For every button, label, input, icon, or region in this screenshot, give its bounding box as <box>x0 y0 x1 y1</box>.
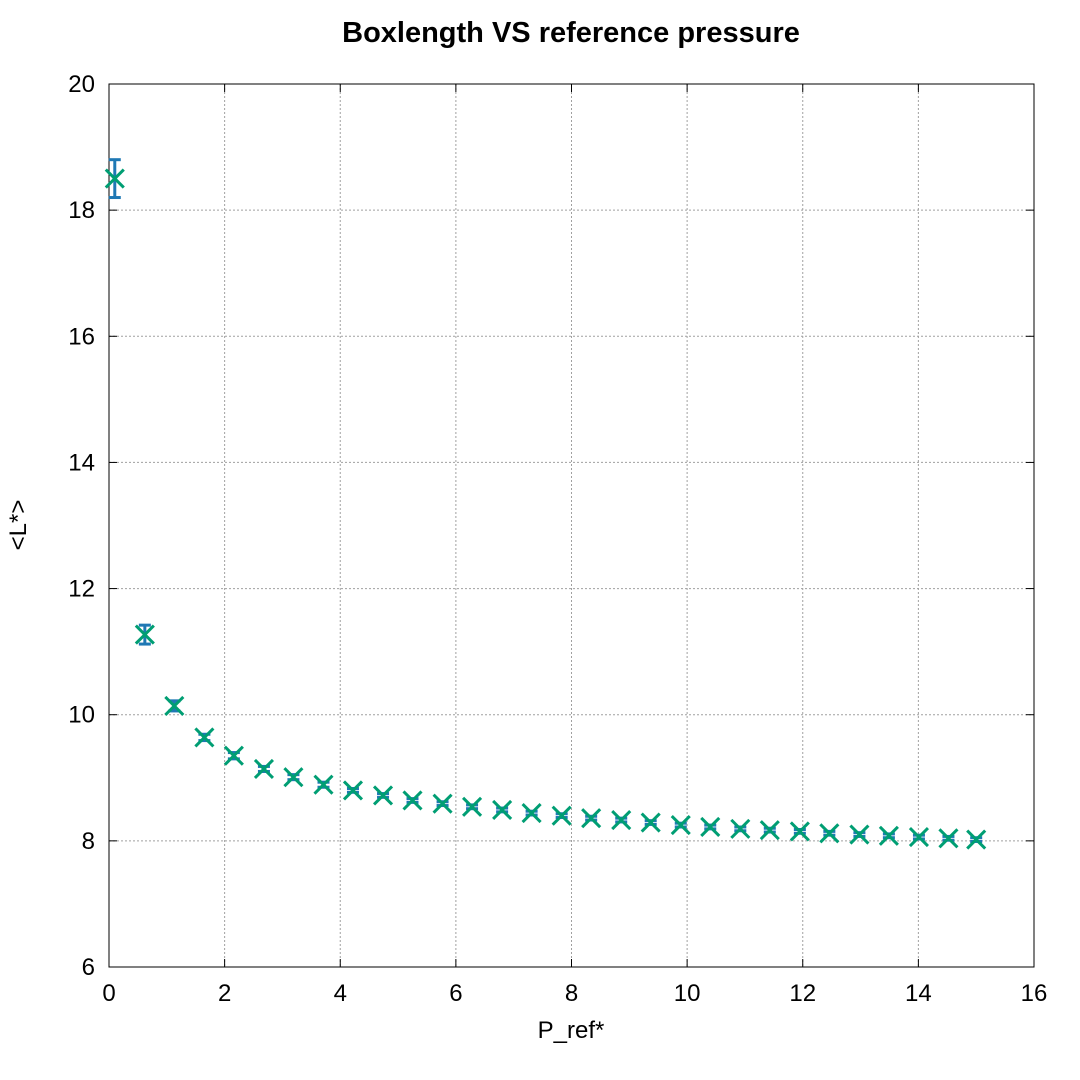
x-marker <box>966 829 987 850</box>
x-marker <box>759 820 780 841</box>
data-point <box>492 799 513 821</box>
x-marker <box>521 803 542 824</box>
data-point <box>521 803 542 824</box>
x-tick-label: 16 <box>1021 980 1048 1007</box>
x-marker <box>372 785 394 806</box>
x-tick-label: 0 <box>102 980 115 1007</box>
x-marker <box>551 805 572 826</box>
data-point <box>402 790 423 811</box>
data-point <box>342 780 364 801</box>
data-point <box>462 796 483 817</box>
data-point <box>700 816 721 838</box>
x-marker <box>819 823 840 844</box>
x-tick-label: 10 <box>674 980 701 1007</box>
data-point <box>966 829 987 850</box>
data-point <box>878 825 899 846</box>
data-point <box>134 623 155 646</box>
y-tick-label: 8 <box>82 828 95 855</box>
data-point <box>819 823 840 844</box>
y-axis-label: <L*> <box>5 500 32 551</box>
x-marker <box>253 758 274 780</box>
x-marker <box>640 812 661 833</box>
x-marker <box>432 793 453 814</box>
x-marker <box>492 799 513 821</box>
axis-ticks: 0 2 4 6 8 10 12 14 16 6 8 10 12 14 16 18 20 <box>68 71 1047 1007</box>
y-tick-label: 10 <box>68 702 95 729</box>
x-marker <box>611 809 632 831</box>
x-marker <box>402 790 423 811</box>
data-point <box>372 785 394 806</box>
data-point <box>849 824 870 845</box>
x-marker <box>462 796 483 817</box>
y-tick-label: 20 <box>68 71 95 98</box>
x-marker <box>104 168 125 189</box>
data-point <box>730 818 751 839</box>
data-point <box>194 727 215 748</box>
data-point <box>253 758 274 780</box>
data-point <box>104 158 125 200</box>
data-points <box>104 158 987 850</box>
x-marker <box>194 727 215 748</box>
y-tick-label: 14 <box>68 449 95 476</box>
data-point <box>670 815 691 836</box>
data-point <box>789 821 810 842</box>
y-tick-label: 6 <box>82 954 95 981</box>
x-marker <box>730 818 751 839</box>
data-point <box>581 808 602 829</box>
y-tick-label: 18 <box>68 197 95 224</box>
x-tick-label: 6 <box>449 980 462 1007</box>
data-point <box>313 774 334 795</box>
x-marker <box>134 624 155 645</box>
x-tick-label: 2 <box>218 980 231 1007</box>
x-marker <box>223 745 244 766</box>
x-marker <box>878 825 899 846</box>
y-tick-label: 12 <box>68 576 95 603</box>
x-marker <box>342 780 364 801</box>
data-point <box>611 809 632 831</box>
data-point <box>223 745 244 766</box>
x-tick-label: 4 <box>334 980 347 1007</box>
x-axis-label: P_ref* <box>538 1017 605 1044</box>
chart-title: Boxlength VS reference pressure <box>342 17 800 49</box>
grid <box>109 84 1034 967</box>
data-point <box>759 820 780 841</box>
x-marker <box>313 774 334 795</box>
data-point <box>938 828 959 849</box>
x-marker <box>670 815 691 836</box>
x-tick-label: 8 <box>565 980 578 1007</box>
x-marker <box>700 816 721 838</box>
x-marker <box>581 808 602 829</box>
x-marker <box>164 695 185 716</box>
x-marker <box>849 824 870 845</box>
data-point <box>908 827 930 848</box>
x-marker <box>283 767 304 788</box>
data-point <box>283 767 304 788</box>
x-marker <box>938 828 959 849</box>
data-point <box>432 793 453 814</box>
x-marker <box>908 827 930 848</box>
x-marker <box>789 821 810 842</box>
data-point <box>551 805 572 826</box>
data-point <box>164 695 185 716</box>
x-tick-label: 14 <box>905 980 932 1007</box>
x-tick-label: 12 <box>789 980 816 1007</box>
data-point <box>640 812 661 833</box>
y-tick-label: 16 <box>68 323 95 350</box>
